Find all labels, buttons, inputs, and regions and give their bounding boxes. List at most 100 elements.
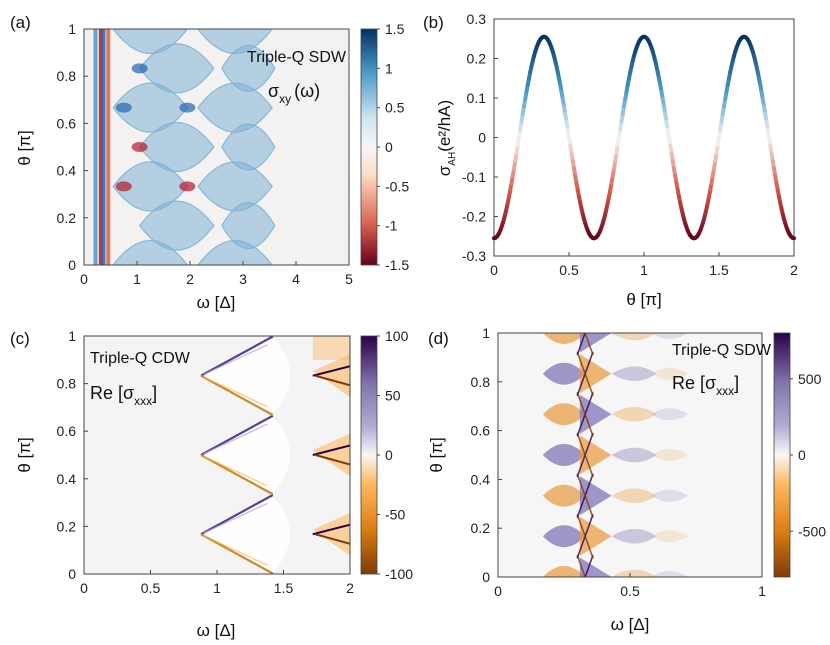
a-cb-tick-label: 1 (385, 60, 393, 76)
a-ytick-label: 0 (68, 257, 76, 273)
panel-a-lobe (221, 123, 276, 171)
b-xtick-label: 1 (640, 262, 648, 278)
panel-c-annotation-re: Re [σxxx] (90, 383, 157, 408)
panel-a-ylabel: θ [π] (15, 130, 34, 165)
panel-c-re-sub: xxx (134, 394, 152, 408)
c-ytick-label: 0.2 (57, 518, 77, 534)
panel-d-wedge (542, 403, 586, 426)
panel-a-streak (106, 29, 111, 265)
panel-a-colorbar (360, 28, 378, 266)
d-ytick-label: 0.4 (471, 471, 491, 487)
a-cb-tick-label: -1 (385, 218, 398, 234)
c-xtick-label: 2 (346, 580, 354, 596)
a-ytick-label: 1 (68, 21, 76, 37)
a-ytick-label: 0.8 (57, 68, 77, 84)
panel-c-x-ticks: 0 0.5 1 1.5 2 (80, 570, 354, 596)
panel-d-re-sub: xxx (716, 384, 734, 398)
panel-a-hotspot (131, 142, 148, 152)
a-cb-tick-label: 0.5 (385, 100, 405, 116)
panel-a-hotspot (131, 63, 148, 74)
panel-a-streak (98, 29, 103, 265)
a-xtick-label: 4 (292, 271, 300, 287)
panel-d-tail (611, 406, 657, 422)
panel-c-upper-branch (200, 336, 274, 377)
d-cb-tick-label: -500 (798, 523, 826, 539)
panel-d-tail (651, 367, 689, 380)
panel-c-upper-branch (200, 414, 274, 456)
panel-c-lower-branch-shade (203, 455, 268, 487)
panel-b-label: (b) (423, 13, 444, 32)
panel-d-plot-background (498, 333, 762, 577)
panel-d-cross-line (576, 473, 594, 518)
panel-c-lower-branch-shade (203, 376, 268, 408)
panel-a-annotation-sigma: σxy (ω) (268, 81, 320, 106)
panel-d-wedge (542, 525, 586, 548)
panel-c-colorbar (360, 335, 378, 575)
d-ytick-label: 0.2 (471, 520, 491, 536)
panel-c-colorbar-ticks: 100 50 0 -50 -100 (377, 328, 413, 582)
panel-a-hotspot (179, 102, 196, 113)
panel-c-re-close: ] (152, 383, 157, 403)
panel-a-lobe (197, 82, 273, 133)
panel-d-wedge (579, 394, 612, 434)
panel-a-lobe (197, 161, 273, 212)
panel-a-sigma-sub: xy (279, 92, 291, 106)
panel-d-tail (651, 570, 689, 577)
a-ytick-label: 0.2 (57, 210, 77, 226)
panel-b-ylabel-sigma: σ (435, 165, 454, 176)
c-ytick-label: 0.8 (57, 376, 77, 392)
c-cb-tick-label: -100 (385, 566, 413, 582)
panel-d-tail (611, 366, 657, 382)
panel-c-right-feature (312, 512, 350, 556)
b-xtick-label: 0 (490, 262, 498, 278)
panel-c-label: (c) (10, 329, 30, 348)
panel-c-lower-branch (200, 374, 274, 416)
panel-d-wedge (542, 566, 586, 577)
c-cb-tick-label: -50 (385, 507, 405, 523)
a-xtick-label: 5 (345, 271, 353, 287)
panel-c-right-dark-line (312, 444, 350, 456)
a-cb-tick-label: -1.5 (385, 257, 409, 273)
panel-a-plot-background (84, 29, 349, 265)
panel-d-heatmap (542, 333, 689, 577)
d-ytick-label: 0.6 (471, 423, 491, 439)
panel-d-ylabel: θ [π] (427, 437, 446, 472)
d-cb-tick-label: 0 (798, 447, 806, 463)
panel-b-curve (492, 34, 796, 241)
d-ytick-label: 0 (482, 569, 490, 585)
panel-b-ylabel: σAH(e²/hA) (435, 100, 458, 176)
panel-c-right-feature (312, 354, 350, 398)
d-xtick-label: 0.5 (620, 583, 640, 599)
panel-a-x-ticks: 0 1 2 3 4 5 (80, 261, 353, 287)
panel-a-lobe (138, 43, 215, 94)
panel-b-xlabel: θ [π] (626, 290, 661, 309)
panel-d-tail (651, 448, 689, 462)
panel-a-sigma-arg: (ω) (294, 81, 320, 101)
panel-c-xlabel: ω [Δ] (197, 621, 236, 640)
panel-d-tail (611, 569, 657, 577)
panel-c-re-text: Re [σ (90, 383, 134, 403)
d-xtick-label: 0 (494, 583, 502, 599)
panel-c-upper-branch-shade (203, 344, 268, 376)
panel-d: (d) 0 0.5 1 00.20.40.60.81 ω [Δ] θ [π] Tri… (427, 325, 826, 634)
panel-c-upper-branch-shade (203, 423, 268, 455)
panel-d-wedge (542, 444, 586, 466)
panel-b-y-ticks: 0.3 0.2 0.1 0 -0.1 -0.2 -0.3 (462, 11, 498, 264)
panel-a-lobe (138, 200, 215, 251)
panel-d-tail (611, 333, 657, 341)
panel-d-cross-line (576, 554, 586, 577)
panel-d-wedge (542, 362, 586, 385)
b-ytick-label: 0.1 (467, 90, 487, 106)
panel-c-y-ticks: 0 0.2 0.4 0.6 0.8 1 (57, 328, 88, 582)
panel-d-wedge (579, 354, 612, 394)
b-ytick-label: -0.3 (462, 248, 486, 264)
c-xtick-label: 0 (80, 580, 88, 596)
b-ytick-label: -0.2 (462, 209, 486, 225)
panel-a-hotspot (115, 181, 132, 192)
panel-c-ylabel: θ [π] (15, 437, 34, 472)
panel-a-frame (83, 28, 350, 266)
panel-a-sigma-symbol: σ (268, 81, 279, 101)
b-xtick-label: 1.5 (709, 262, 729, 278)
panel-a-y-ticks: 0 0.2 0.4 0.6 0.8 1 (57, 21, 88, 273)
panel-b: (b) 0 0.5 1 1.5 2 0.3 0.2 0.1 0 -0.1 -0.2 -0.3 θ [… (423, 11, 798, 309)
